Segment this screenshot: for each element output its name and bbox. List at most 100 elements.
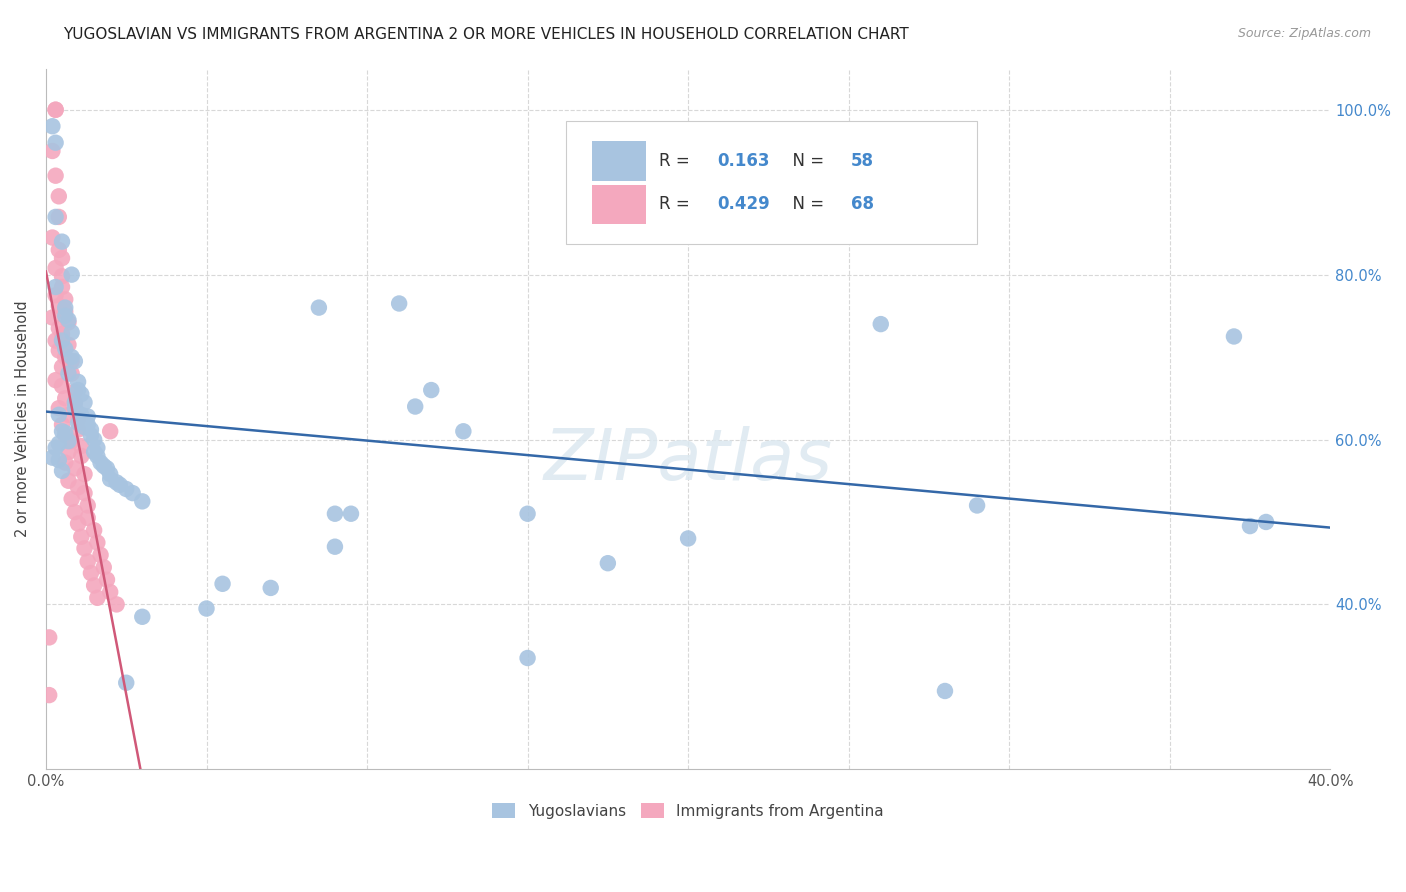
Point xyxy=(41,144,63,158)
Point xyxy=(41,230,63,244)
Point xyxy=(516,507,538,521)
Point xyxy=(60,367,83,381)
Point xyxy=(60,268,83,282)
Point xyxy=(53,392,76,406)
Point xyxy=(83,433,105,447)
Point xyxy=(131,494,153,508)
Text: 68: 68 xyxy=(851,195,875,213)
Point xyxy=(45,280,67,294)
Point xyxy=(48,321,70,335)
Point xyxy=(121,486,143,500)
Point xyxy=(38,688,60,702)
Point xyxy=(115,675,138,690)
Point xyxy=(73,420,96,434)
Point xyxy=(58,408,80,422)
Point xyxy=(323,507,346,521)
Point xyxy=(108,478,131,492)
Point xyxy=(51,417,73,432)
Point xyxy=(53,301,76,315)
Point xyxy=(86,535,108,549)
Point xyxy=(98,585,121,599)
Point xyxy=(63,395,86,409)
Point xyxy=(453,424,475,438)
Point xyxy=(115,482,138,496)
Point xyxy=(98,472,121,486)
Point xyxy=(63,354,86,368)
Point xyxy=(211,576,233,591)
Point xyxy=(51,280,73,294)
Point xyxy=(70,449,93,463)
Point xyxy=(51,379,73,393)
Point xyxy=(48,408,70,422)
Point xyxy=(51,359,73,374)
Point xyxy=(48,401,70,416)
Point xyxy=(80,566,103,580)
Point xyxy=(340,507,363,521)
Point xyxy=(73,541,96,556)
Point xyxy=(1239,519,1261,533)
Point xyxy=(67,516,90,531)
Point xyxy=(45,288,67,302)
Point xyxy=(63,461,86,475)
Point xyxy=(73,486,96,500)
Point xyxy=(676,189,699,203)
Point xyxy=(53,304,76,318)
Point xyxy=(596,556,619,570)
Point xyxy=(51,326,73,341)
Point xyxy=(51,334,73,348)
Point xyxy=(45,210,67,224)
Point xyxy=(67,412,90,426)
Text: R =: R = xyxy=(658,152,695,170)
Point xyxy=(58,367,80,381)
Point xyxy=(1254,515,1277,529)
Point xyxy=(58,315,80,329)
Text: YUGOSLAVIAN VS IMMIGRANTS FROM ARGENTINA 2 OR MORE VEHICLES IN HOUSEHOLD CORRELA: YUGOSLAVIAN VS IMMIGRANTS FROM ARGENTINA… xyxy=(63,27,910,42)
Point xyxy=(58,434,80,449)
Point xyxy=(67,423,90,437)
Y-axis label: 2 or more Vehicles in Household: 2 or more Vehicles in Household xyxy=(15,301,30,537)
Point xyxy=(388,296,411,310)
Point xyxy=(60,354,83,368)
Point xyxy=(41,120,63,134)
Point xyxy=(73,395,96,409)
Point xyxy=(83,523,105,537)
Point xyxy=(93,560,115,574)
Point xyxy=(76,409,98,424)
Point xyxy=(70,387,93,401)
Point xyxy=(45,441,67,455)
Point xyxy=(48,343,70,358)
Point xyxy=(83,445,105,459)
Point xyxy=(676,532,699,546)
Point xyxy=(260,581,283,595)
Point xyxy=(70,530,93,544)
Text: ZIPatlas: ZIPatlas xyxy=(544,426,832,495)
Point xyxy=(53,342,76,356)
Point xyxy=(51,251,73,265)
Point xyxy=(63,384,86,399)
Point xyxy=(420,383,443,397)
Point xyxy=(105,475,128,490)
Point xyxy=(51,269,73,284)
Point xyxy=(1223,329,1246,343)
Point xyxy=(63,505,86,519)
Point xyxy=(67,375,90,389)
Point xyxy=(86,591,108,605)
Point xyxy=(70,408,93,422)
Point xyxy=(38,631,60,645)
Point xyxy=(48,189,70,203)
Point xyxy=(48,210,70,224)
Text: 58: 58 xyxy=(851,152,875,170)
Point xyxy=(96,573,118,587)
Point xyxy=(53,350,76,364)
Point xyxy=(67,480,90,494)
Point xyxy=(45,260,67,275)
Point xyxy=(516,651,538,665)
Point xyxy=(45,103,67,117)
Point xyxy=(51,464,73,478)
Point xyxy=(51,235,73,249)
Point xyxy=(76,555,98,569)
Point xyxy=(76,511,98,525)
Point xyxy=(53,293,76,307)
Point xyxy=(63,395,86,409)
Text: Source: ZipAtlas.com: Source: ZipAtlas.com xyxy=(1237,27,1371,40)
